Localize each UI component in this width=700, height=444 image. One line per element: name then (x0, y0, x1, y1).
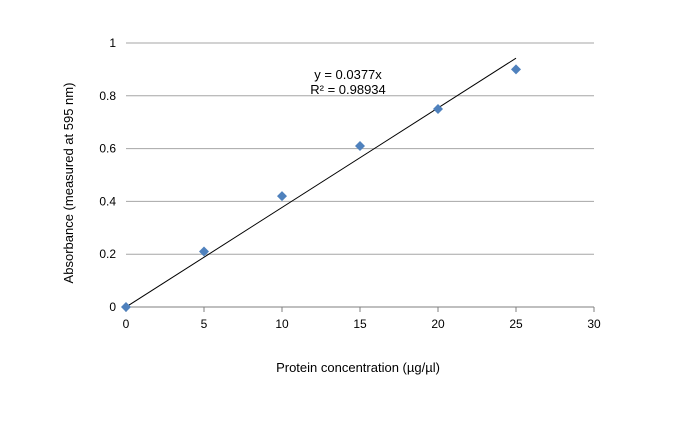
y-tick-labels: 0 0.2 0.4 0.6 0.8 1 (99, 36, 116, 314)
y-tick-label: 1 (109, 36, 116, 50)
x-tick-label: 0 (123, 317, 130, 331)
y-tick-label: 0.6 (99, 142, 116, 156)
x-tick-label: 10 (275, 317, 289, 331)
data-point (277, 191, 287, 202)
x-tick-label: 5 (201, 317, 208, 331)
y-axis-title: Absorbance (measured at 595 nm) (61, 83, 76, 284)
trendline (125, 57, 517, 308)
y-tick-label: 0.4 (99, 194, 116, 208)
data-point (511, 64, 521, 75)
y-tick-label: 0 (109, 300, 116, 314)
x-tick-label: 15 (353, 317, 367, 331)
trendline-r-squared: R² = 0.98934 (310, 82, 386, 97)
trendline-equation: y = 0.0377x (314, 67, 382, 82)
x-axis-title: Protein concentration (µg/µl) (276, 360, 440, 375)
data-points (121, 64, 521, 312)
data-point (433, 104, 443, 114)
data-point (121, 302, 131, 312)
y-tick-label: 0.2 (99, 247, 116, 261)
x-tick-label: 25 (509, 317, 523, 331)
data-point (355, 140, 365, 151)
y-tick-label: 0.8 (99, 89, 116, 103)
x-tick-label: 30 (587, 317, 601, 331)
axes (125, 306, 595, 312)
x-tick-labels: 0 5 10 15 20 25 30 (123, 317, 601, 331)
x-tick-label: 20 (431, 317, 445, 331)
data-point (199, 246, 209, 257)
trendline-group (125, 57, 517, 308)
